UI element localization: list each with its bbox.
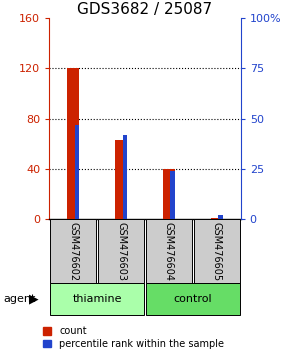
Bar xyxy=(163,169,175,219)
Bar xyxy=(218,216,223,219)
Bar xyxy=(171,171,175,219)
Text: GSM476605: GSM476605 xyxy=(212,222,222,281)
Legend: count, percentile rank within the sample: count, percentile rank within the sample xyxy=(43,326,224,349)
Bar xyxy=(75,125,79,219)
Bar xyxy=(50,283,144,315)
Bar xyxy=(146,283,240,315)
Text: agent: agent xyxy=(3,294,35,304)
Bar xyxy=(194,219,240,283)
Text: ▶: ▶ xyxy=(28,293,38,306)
Text: GSM476602: GSM476602 xyxy=(68,222,78,281)
Bar xyxy=(115,140,127,219)
Bar xyxy=(123,135,127,219)
Bar xyxy=(98,219,144,283)
Bar xyxy=(146,219,192,283)
Text: thiamine: thiamine xyxy=(72,294,122,304)
Title: GDS3682 / 25087: GDS3682 / 25087 xyxy=(77,1,213,17)
Text: GSM476603: GSM476603 xyxy=(116,222,126,281)
Bar xyxy=(50,219,96,283)
Text: control: control xyxy=(173,294,212,304)
Bar xyxy=(211,218,223,219)
Text: GSM476604: GSM476604 xyxy=(164,222,174,281)
Bar xyxy=(67,68,79,219)
